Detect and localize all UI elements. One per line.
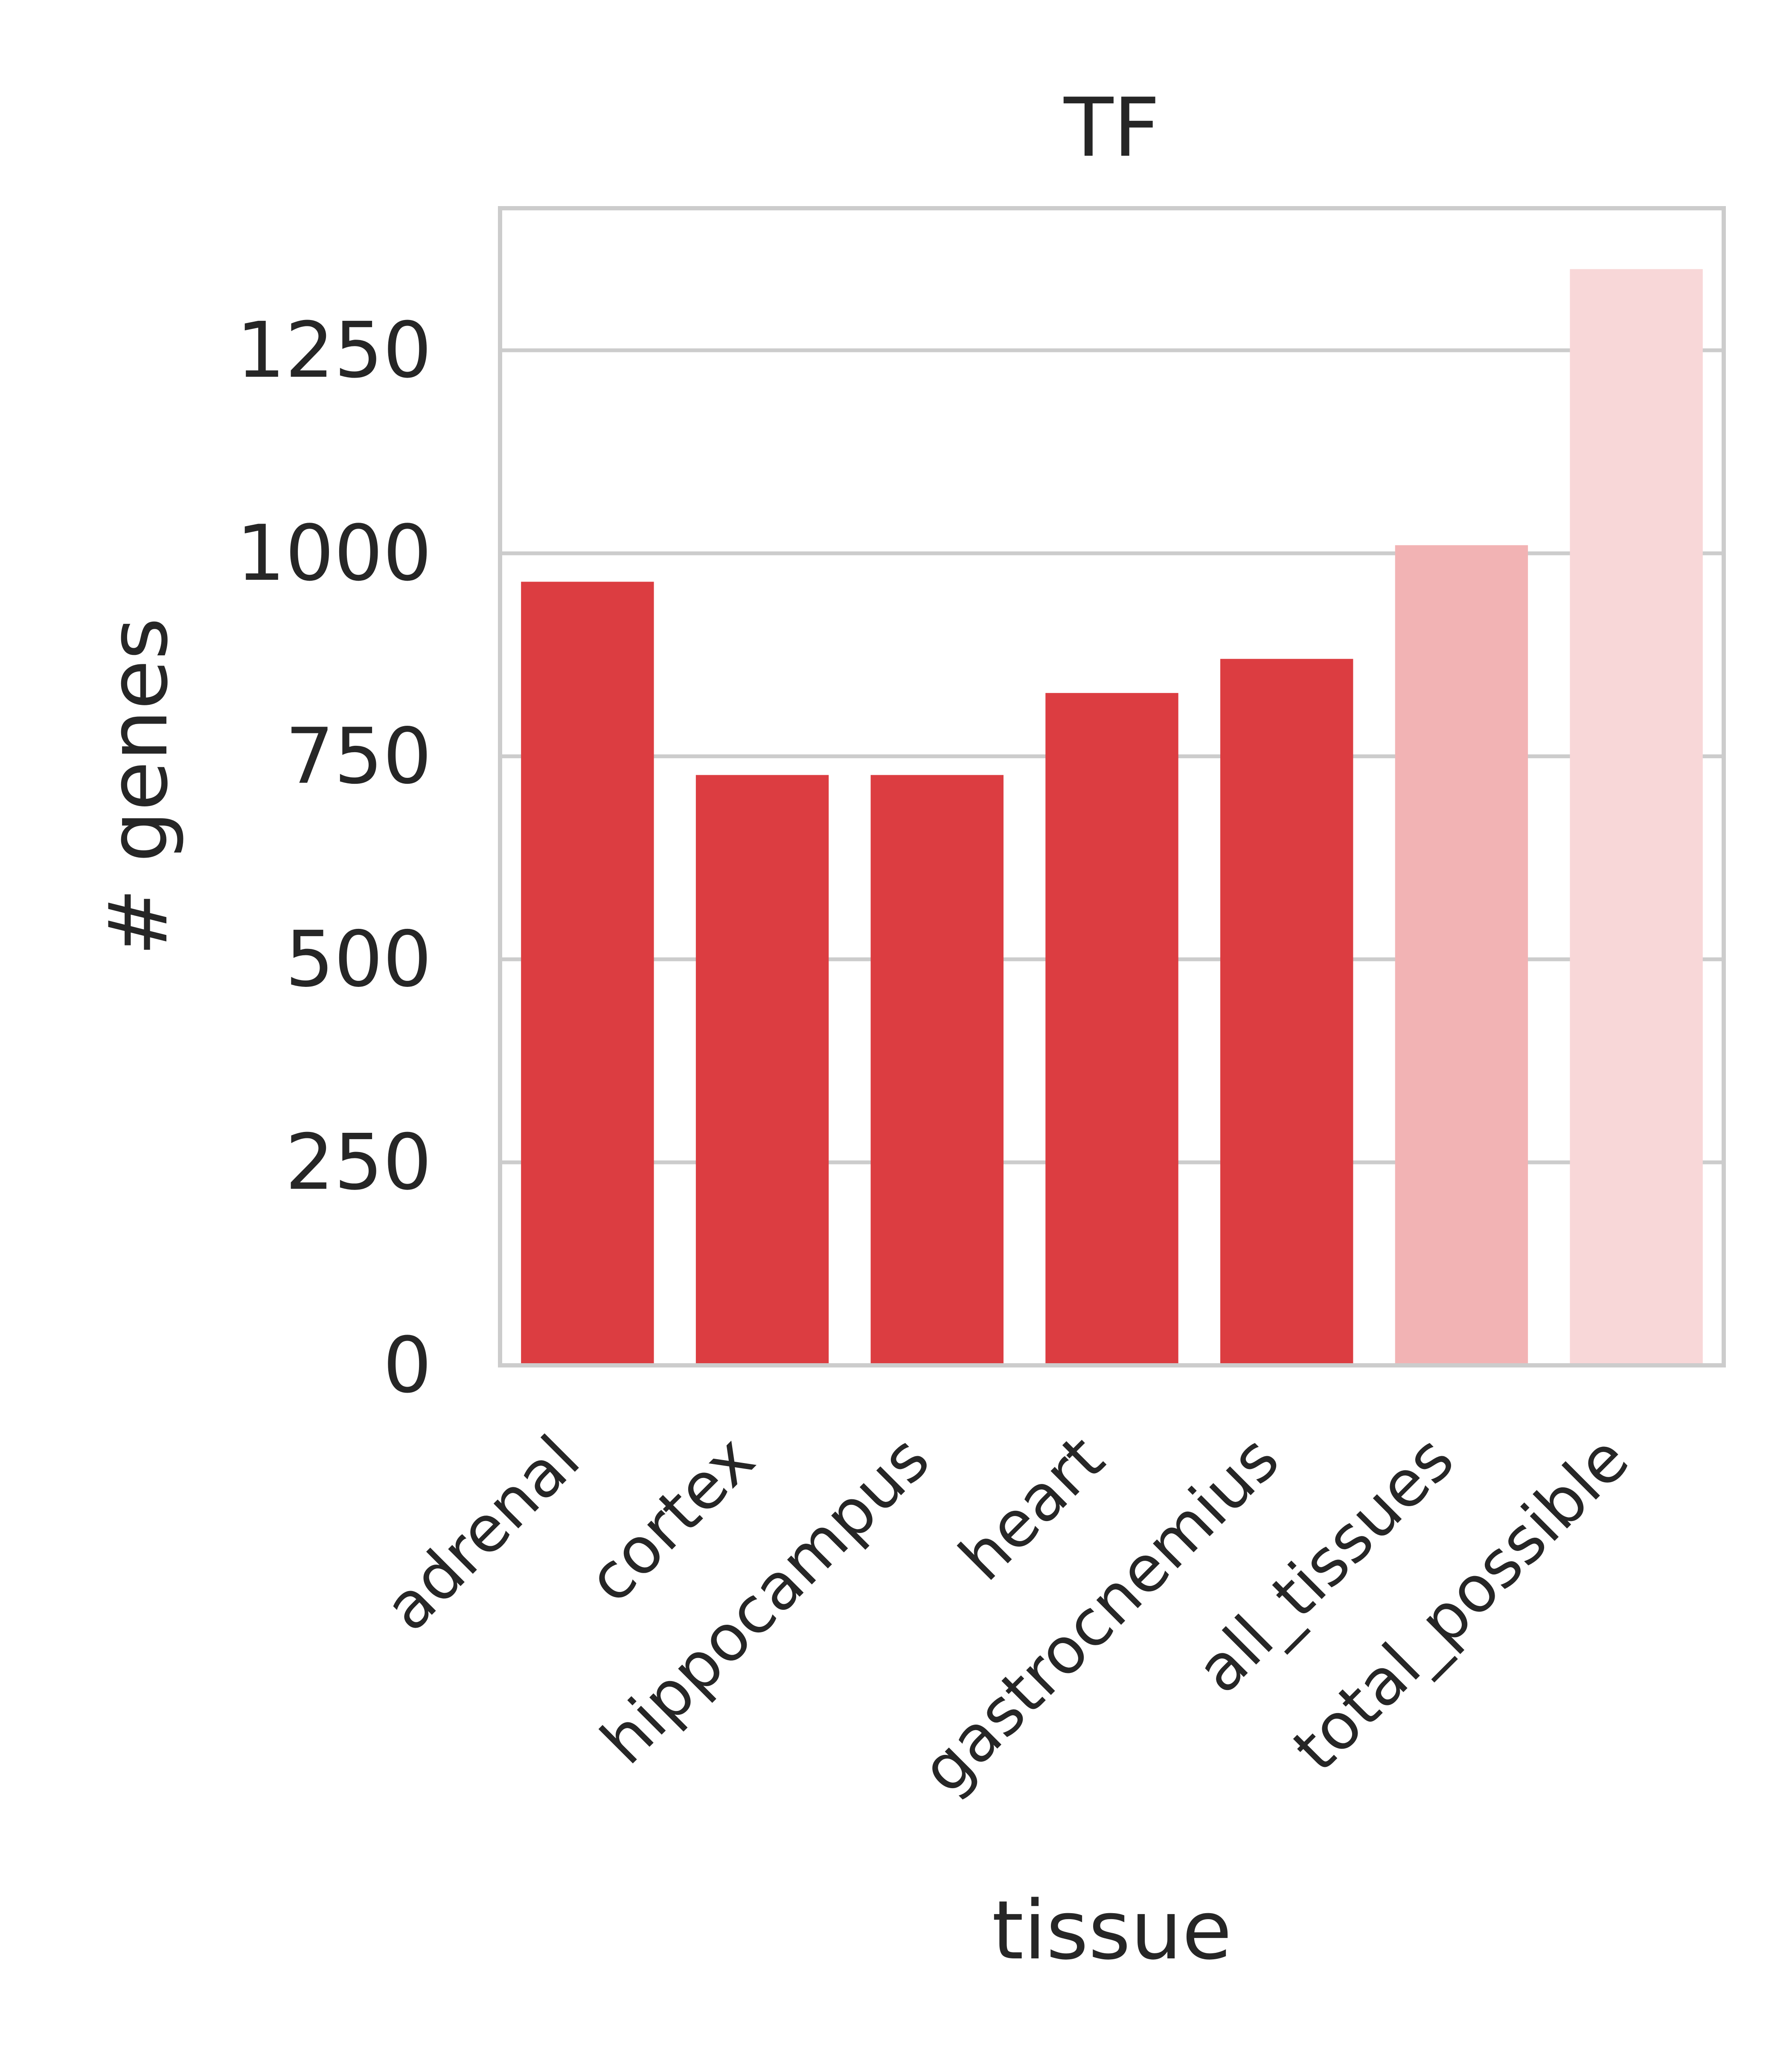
y-tick-label: 1250 [236,306,432,395]
y-tick-labels: 0 250 500 750 1000 1250 [236,306,432,1410]
x-axis-label: tissue [992,1883,1232,1978]
y-tick-label: 1000 [236,509,432,598]
y-tick-label: 750 [285,712,432,801]
y-tick-label: 0 [383,1321,432,1410]
bar-all-tissues [1395,545,1528,1365]
bar-heart [1045,693,1178,1365]
y-tick-label: 250 [285,1118,432,1207]
plot-frame [498,206,1726,1367]
bar-total-possible [1570,269,1703,1365]
y-axis-label: # genes [91,617,186,956]
chart-title: TF [1063,81,1160,175]
bar-gastrocnemius [1220,659,1353,1365]
bar-cortex [695,775,829,1365]
bar-adrenal [521,582,654,1365]
bar-hippocampus [870,775,1004,1365]
bars [521,269,1703,1365]
y-tick-label: 500 [285,915,432,1004]
